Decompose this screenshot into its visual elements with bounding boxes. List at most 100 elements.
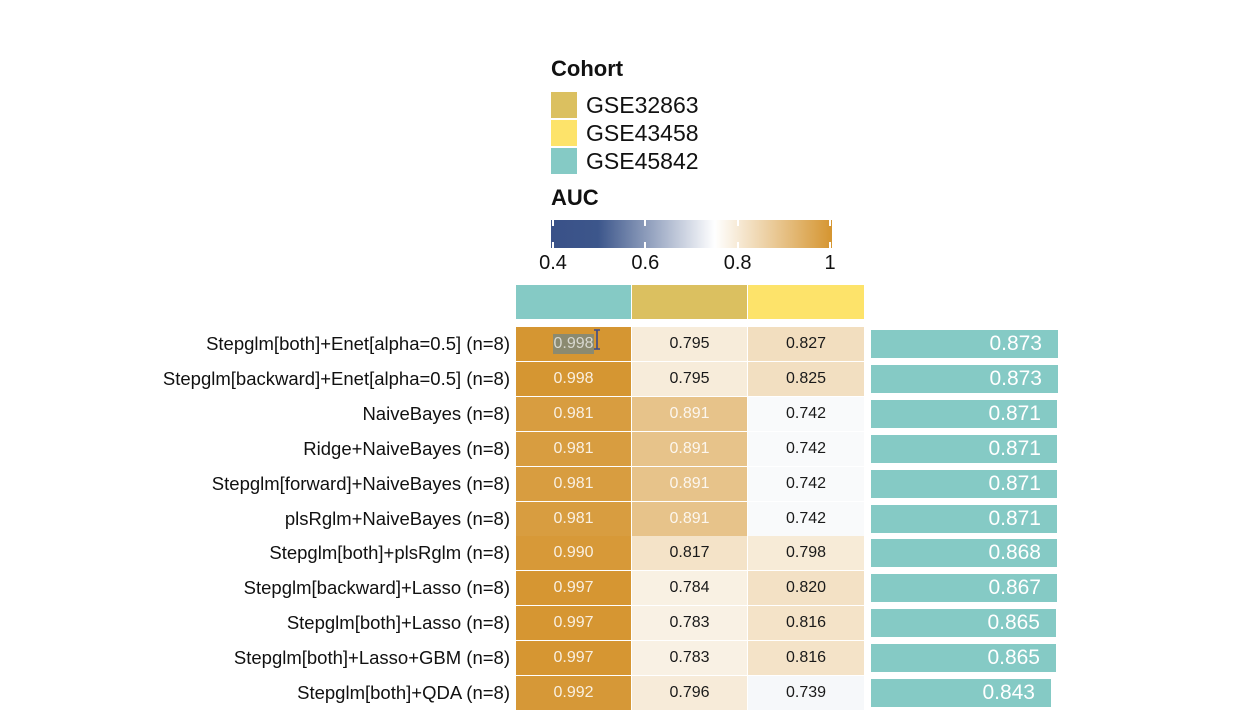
row-label: Stepglm[both]+Lasso+GBM (n=8) (233, 647, 510, 668)
cell-value[interactable]: 0.742 (785, 440, 827, 457)
cell-value[interactable]: 0.981 (553, 475, 594, 492)
cell-value[interactable]: 0.742 (785, 405, 827, 422)
colorbar-tick-mark (644, 220, 647, 226)
cell-value[interactable]: 0.742 (785, 475, 827, 492)
cell-value[interactable]: 0.827 (785, 335, 827, 352)
cell-value[interactable]: 0.981 (553, 510, 594, 527)
column-header-gse45842 (516, 285, 631, 319)
mean-auc-label: 0.868 (988, 541, 1041, 564)
colorbar-tick-label: 0.4 (539, 252, 567, 274)
heatmap-cell: 0.783 (632, 641, 747, 675)
mean-auc-bar: 0.865 (871, 609, 1056, 637)
row-label: Stepglm[both]+Enet[alpha=0.5] (n=8) (206, 333, 510, 354)
mean-auc-bar: 0.843 (871, 679, 1051, 707)
cell-value[interactable]: 0.795 (669, 370, 710, 387)
mean-auc-label: 0.871 (988, 437, 1041, 460)
mean-auc-bar: 0.871 (871, 435, 1057, 463)
cell-value[interactable]: 0.981 (553, 405, 594, 422)
colorbar-tick-mark (552, 242, 554, 248)
mean-auc-label: 0.871 (988, 472, 1041, 495)
cell-value[interactable]: 0.891 (669, 510, 710, 527)
mean-auc-label: 0.873 (989, 332, 1042, 355)
auc-colorbar (551, 220, 832, 248)
text-cursor-icon (594, 329, 600, 350)
cell-value[interactable]: 0.997 (553, 579, 594, 596)
heatmap-cell: 0.827 (748, 327, 864, 361)
heatmap-cell: 0.825 (748, 362, 864, 396)
mean-auc-bar: 0.867 (871, 574, 1057, 602)
cell-value[interactable]: 0.998 (553, 370, 594, 387)
cell-value[interactable]: 0.825 (785, 370, 827, 387)
auc-legend-title: AUC (551, 185, 599, 210)
cell-value[interactable]: 0.820 (785, 579, 827, 596)
heatmap-cell: 0.997 (516, 641, 631, 675)
cell-value[interactable]: 0.783 (669, 649, 710, 666)
colorbar-tick-mark (829, 220, 831, 226)
mean-auc-label: 0.871 (988, 402, 1041, 425)
row-label: Stepglm[both]+Lasso (n=8) (286, 612, 510, 633)
heatmap-cell: 0.783 (632, 606, 747, 640)
colorbar-tick-mark (736, 220, 739, 226)
row-label: plsRglm+NaiveBayes (n=8) (284, 508, 510, 529)
cell-value[interactable]: 0.990 (553, 544, 594, 561)
heatmap-cell: 0.742 (748, 467, 864, 501)
colorbar-tick-label: 0.6 (631, 252, 660, 274)
heatmap-cell: 0.784 (632, 571, 747, 605)
heatmap-cell: 0.891 (632, 502, 747, 536)
cell-value[interactable]: 0.742 (785, 510, 827, 527)
cell-value[interactable]: 0.739 (785, 684, 827, 701)
cell-value[interactable]: 0.784 (669, 579, 710, 596)
colorbar-tick-label: 0.8 (723, 252, 752, 274)
cell-value[interactable]: 0.816 (785, 614, 827, 631)
mean-auc-label: 0.865 (987, 611, 1040, 634)
cell-value[interactable]: 0.992 (553, 684, 594, 701)
heatmap-cell: 0.796 (632, 676, 747, 710)
column-header-gse32863 (632, 285, 747, 319)
legend-label-gse32863: GSE32863 (586, 92, 699, 118)
row-label: Stepglm[backward]+Enet[alpha=0.5] (n=8) (162, 368, 510, 389)
mean-auc-label: 0.867 (988, 576, 1041, 599)
cell-value[interactable]: 0.798 (785, 544, 827, 561)
heatmap-cell: 0.981 (516, 467, 631, 501)
heatmap-cell: 0.742 (748, 397, 864, 431)
cell-value[interactable]: 0.817 (669, 544, 710, 561)
mean-auc-bar: 0.871 (871, 505, 1057, 533)
legend-swatch-gse43458 (551, 120, 577, 146)
colorbar-tick-mark (552, 220, 554, 226)
colorbar-tick-mark (644, 242, 647, 248)
legend-swatch-gse32863 (551, 92, 577, 118)
cell-value[interactable]: 0.891 (669, 405, 710, 422)
row-label: Stepglm[forward]+NaiveBayes (n=8) (211, 473, 510, 494)
mean-auc-bar: 0.868 (871, 539, 1057, 567)
row-label: Stepglm[backward]+Lasso (n=8) (243, 577, 510, 598)
cell-value[interactable]: 0.891 (669, 475, 710, 492)
cell-value[interactable]: 0.816 (785, 649, 827, 666)
heatmap-cell: 0.816 (748, 606, 864, 640)
selected-cell-value[interactable]: 0.998 (553, 334, 594, 354)
cell-value[interactable]: 0.997 (553, 614, 594, 631)
heatmap-cell: 0.798 (748, 536, 864, 570)
cohort-legend-title: Cohort (551, 56, 624, 81)
heatmap-cell: 0.998 (516, 362, 631, 396)
row-label: Stepglm[both]+plsRglm (n=8) (269, 542, 510, 563)
colorbar-tick-mark (736, 242, 739, 248)
mean-auc-label: 0.865 (987, 646, 1040, 669)
heatmap-cell: 0.742 (748, 432, 864, 466)
heatmap-cell: 0.998 (516, 327, 631, 361)
cell-value[interactable]: 0.997 (553, 649, 594, 666)
cell-value[interactable]: 0.796 (669, 684, 710, 701)
heatmap-cell: 0.981 (516, 397, 631, 431)
heatmap-cell: 0.739 (748, 676, 864, 710)
heatmap-cell: 0.820 (748, 571, 864, 605)
cell-value[interactable]: 0.795 (669, 335, 710, 352)
heatmap-cell: 0.992 (516, 676, 631, 710)
legend-label-gse43458: GSE43458 (586, 120, 699, 146)
heatmap-cell: 0.891 (632, 397, 747, 431)
cell-value[interactable]: 0.891 (669, 440, 710, 457)
heatmap-cell: 0.891 (632, 432, 747, 466)
row-label: Ridge+NaiveBayes (n=8) (303, 438, 510, 459)
heatmap-cell: 0.891 (632, 467, 747, 501)
heatmap-cell: 0.795 (632, 362, 747, 396)
cell-value[interactable]: 0.783 (669, 614, 710, 631)
cell-value[interactable]: 0.981 (553, 440, 594, 457)
